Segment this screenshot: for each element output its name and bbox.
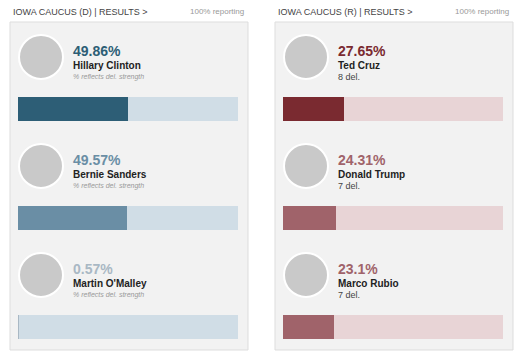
svg-text:0.57%: 0.57% [73, 261, 113, 277]
svg-text:49.86%: 49.86% [73, 43, 121, 59]
svg-text:24.31%: 24.31% [338, 152, 386, 168]
svg-text:IOWA CAUCUS (R) | RESULTS >: IOWA CAUCUS (R) | RESULTS > [278, 7, 413, 17]
svg-text:% reflects del. strength: % reflects del. strength [73, 182, 144, 190]
svg-text:Hillary Clinton: Hillary Clinton [73, 60, 141, 71]
svg-text:% reflects del. strength: % reflects del. strength [73, 291, 144, 299]
svg-text:7 del.: 7 del. [338, 290, 360, 300]
svg-text:% reflects del. strength: % reflects del. strength [73, 73, 144, 81]
svg-text:100% reporting: 100% reporting [190, 7, 244, 16]
svg-text:8 del.: 8 del. [338, 72, 360, 82]
svg-text:27.65%: 27.65% [338, 43, 386, 59]
svg-text:7 del.: 7 del. [338, 181, 360, 191]
svg-text:Martin O'Malley: Martin O'Malley [73, 278, 147, 289]
svg-text:23.1%: 23.1% [338, 261, 378, 277]
svg-text:49.57%: 49.57% [73, 152, 121, 168]
svg-text:Ted Cruz: Ted Cruz [338, 60, 380, 71]
svg-text:IOWA CAUCUS (D) | RESULTS >: IOWA CAUCUS (D) | RESULTS > [13, 7, 148, 17]
svg-text:Bernie Sanders: Bernie Sanders [73, 169, 147, 180]
svg-text:100% reporting: 100% reporting [455, 7, 509, 16]
svg-text:Donald Trump: Donald Trump [338, 169, 405, 180]
svg-text:Marco Rubio: Marco Rubio [338, 278, 399, 289]
